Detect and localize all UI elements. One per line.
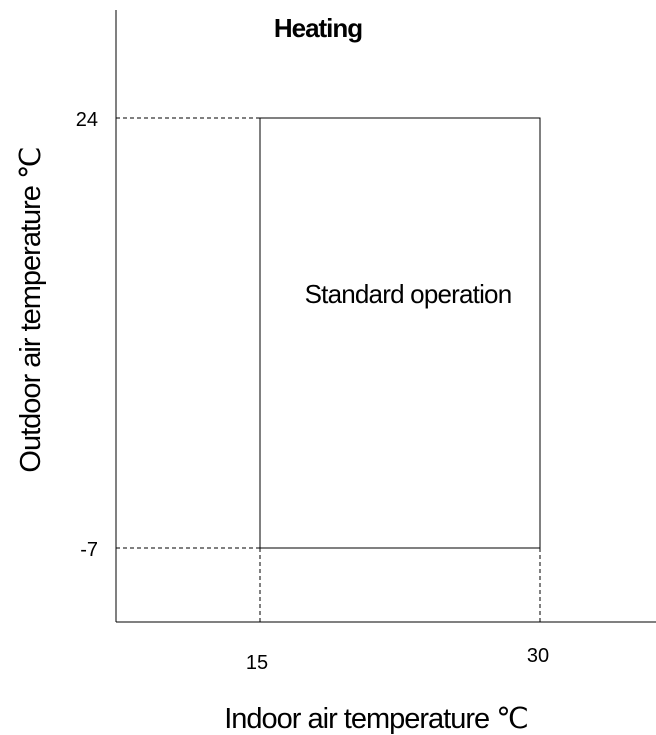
- x-axis-label: Indoor air temperature ℃: [224, 703, 528, 735]
- y-tick-label-24: 24: [76, 109, 98, 131]
- region-label: Standard operation: [305, 279, 512, 309]
- y-axis-label: Outdoor air temperature ℃: [15, 147, 47, 472]
- chart-title: Heating: [274, 13, 362, 43]
- x-tick-label-30: 30: [527, 645, 549, 667]
- x-tick-label-15: 15: [246, 652, 268, 674]
- standard-operation-region: [259, 117, 541, 549]
- y-tick-label-minus7: -7: [80, 539, 98, 561]
